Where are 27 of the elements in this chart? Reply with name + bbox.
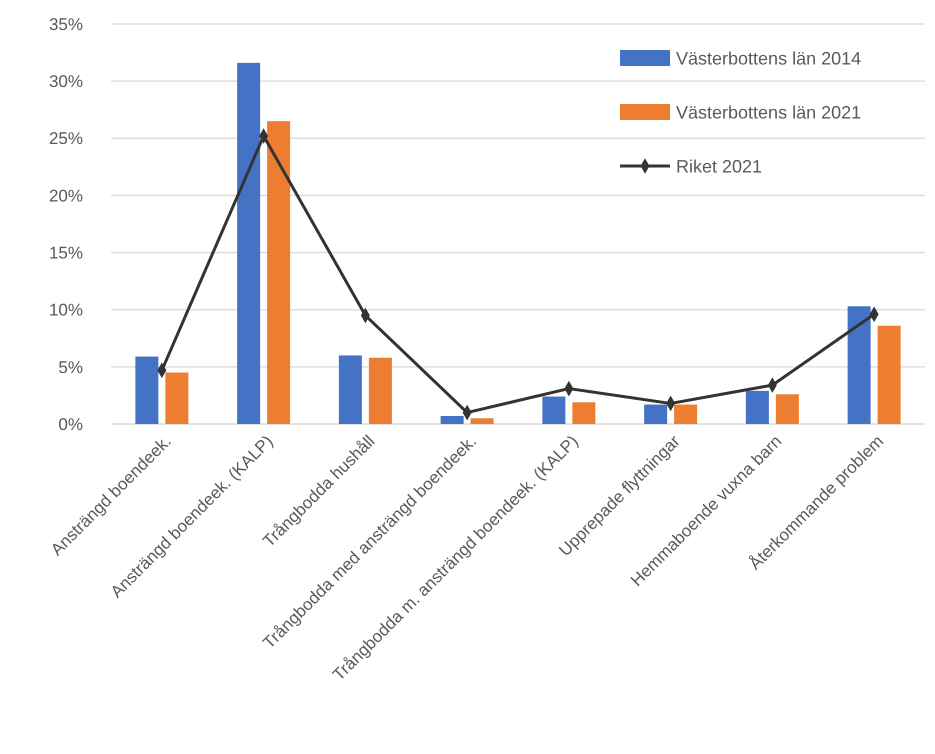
legend-label: Västerbottens län 2014 — [676, 48, 862, 68]
y-tick-label: 0% — [58, 414, 83, 434]
bar — [338, 355, 362, 424]
y-tick-label: 25% — [48, 129, 83, 148]
bar — [878, 326, 901, 424]
legend-label: Riket 2021 — [676, 156, 762, 176]
bar — [267, 121, 290, 424]
y-tick-label: 20% — [48, 186, 83, 206]
bar — [440, 416, 464, 424]
bar — [135, 356, 158, 424]
bar — [776, 394, 799, 424]
bar — [674, 404, 698, 424]
y-tick-label: 15% — [48, 244, 83, 263]
bar — [368, 358, 392, 424]
bar — [848, 306, 871, 424]
bar — [470, 418, 494, 424]
bar — [746, 390, 769, 424]
bar — [237, 62, 260, 424]
y-tick-label: 5% — [58, 358, 83, 377]
y-tick-label: 10% — [48, 300, 83, 320]
y-tick-label: 35% — [48, 14, 83, 34]
bar — [165, 372, 188, 424]
bar — [542, 396, 566, 424]
bar — [644, 404, 668, 424]
bar — [572, 402, 596, 424]
legend-label: Västerbottens län 2021 — [676, 102, 862, 122]
y-tick-label: 30% — [48, 72, 83, 92]
